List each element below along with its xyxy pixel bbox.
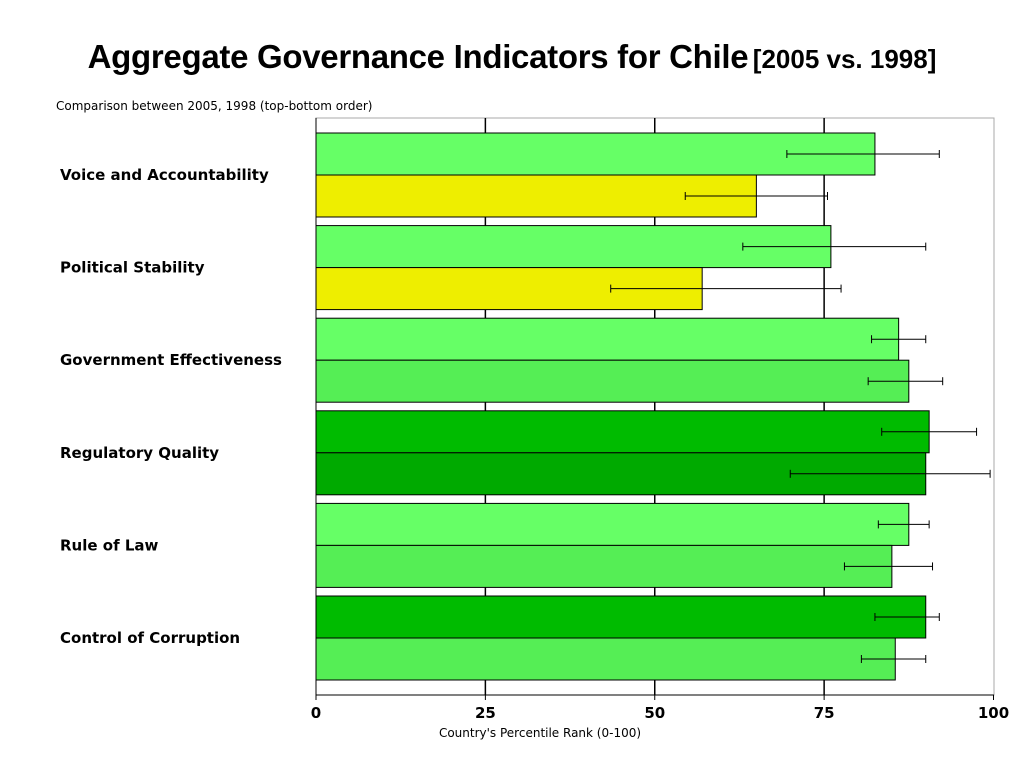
chart-title-main: Aggregate Governance Indicators for Chil… [87, 38, 749, 75]
bar-series-1 [315, 595, 927, 639]
bar-series-2 [315, 637, 896, 681]
category-label: Voice and Accountability [60, 166, 269, 184]
x-tick-label: 25 [475, 704, 496, 722]
category-labels: Voice and Accountability Political Stabil… [60, 166, 282, 647]
category-label: Control of Corruption [60, 629, 240, 647]
error-bars-group [610, 150, 991, 663]
chart-subtitle: Comparison between 2005, 1998 (top-botto… [56, 99, 372, 113]
chart-title-sub: [2005 vs. 1998] [752, 44, 937, 74]
bar-series-1 [315, 502, 910, 546]
category-label: Rule of Law [60, 536, 158, 554]
chart-title: Aggregate Governance Indicators for Chil… [0, 38, 1024, 76]
bar-series-1 [315, 410, 930, 454]
bar-series-2 [315, 544, 893, 588]
bar-series-2 [315, 359, 910, 403]
x-tick-label: 100 [978, 704, 1009, 722]
category-label: Regulatory Quality [60, 444, 219, 462]
category-label: Political Stability [60, 259, 205, 277]
x-tick-label: 50 [644, 704, 665, 722]
category-label: Government Effectiveness [60, 351, 282, 369]
x-tick-label: 0 [311, 704, 321, 722]
x-axis-label: Country's Percentile Rank (0-100) [439, 726, 641, 740]
bar-series-2 [315, 174, 757, 218]
x-tick-label: 75 [814, 704, 835, 722]
x-tick-labels: 0 25 50 75 100 [311, 695, 1009, 722]
bar-series-1 [315, 317, 900, 361]
